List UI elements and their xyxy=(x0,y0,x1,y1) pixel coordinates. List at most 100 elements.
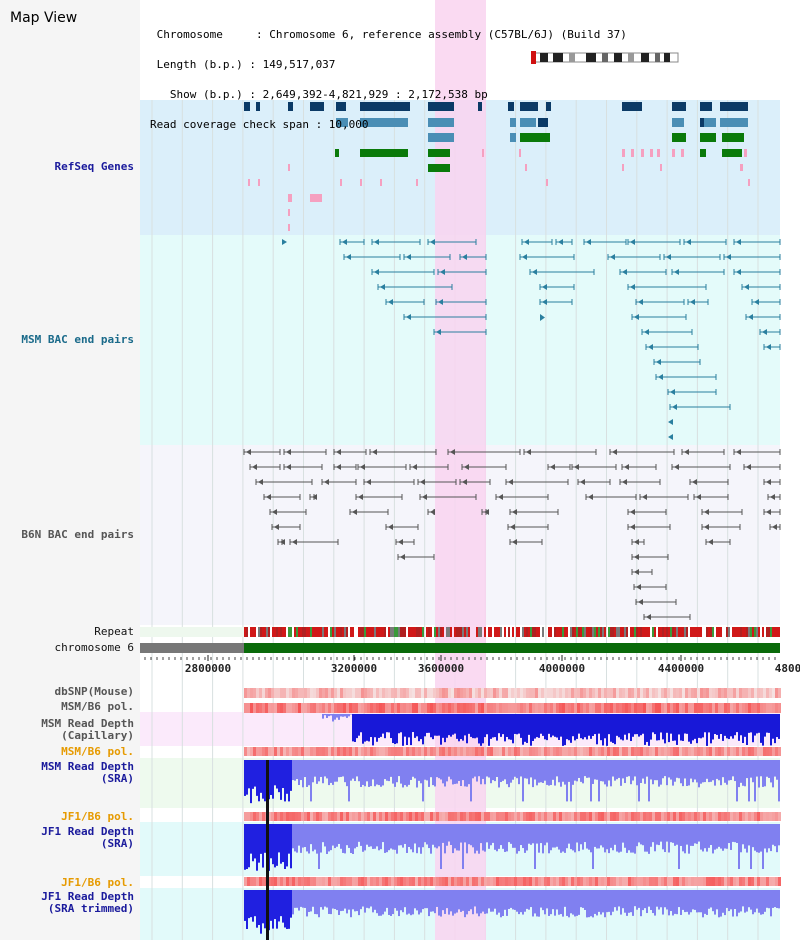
strand-arrow xyxy=(586,239,591,245)
depth-bar xyxy=(650,824,652,847)
track-label-msm-b6-pol-1[interactable]: MSM/B6 pol. xyxy=(61,700,134,713)
polymorphism-cell xyxy=(493,747,496,756)
depth-bar xyxy=(754,824,756,851)
polymorphism-cell xyxy=(283,688,286,698)
depth-bar xyxy=(426,824,428,845)
polymorphism-cell xyxy=(553,747,556,756)
polymorphism-cell xyxy=(367,877,370,886)
repeat-element xyxy=(614,627,616,637)
track-label-jf1-b6-pol-1[interactable]: JF1/B6 pol. xyxy=(61,810,134,823)
polymorphism-cell xyxy=(706,688,709,698)
depth-bar xyxy=(542,890,544,911)
track-label-b6n-bac[interactable]: B6N BAC end pairs xyxy=(21,528,134,541)
polymorphism-cell xyxy=(664,812,667,821)
repeat-element xyxy=(684,627,686,637)
depth-bar xyxy=(388,760,390,782)
repeat-element xyxy=(336,627,338,637)
track-label-repeat[interactable]: Repeat xyxy=(94,625,134,638)
depth-bar xyxy=(656,824,658,845)
polymorphism-cell xyxy=(715,688,718,698)
polymorphism-cell xyxy=(637,812,640,821)
pink-feature xyxy=(672,149,675,157)
polymorphism-cell xyxy=(616,747,619,756)
polymorphism-cell xyxy=(727,812,730,821)
track-label-refseq[interactable]: RefSeq Genes xyxy=(54,160,134,173)
polymorphism-cell xyxy=(502,877,505,886)
depth-bar xyxy=(260,760,262,793)
track-label-jf1-b6-pol-2[interactable]: JF1/B6 pol. xyxy=(61,876,134,889)
polymorphism-cell xyxy=(466,877,469,886)
polymorphism-cell xyxy=(280,688,283,698)
depth-bar xyxy=(276,824,278,866)
polymorphism-cell xyxy=(640,877,643,886)
repeat-element xyxy=(770,627,772,637)
depth-bar-capillary xyxy=(736,714,738,733)
depth-bar xyxy=(316,824,318,854)
depth-bar xyxy=(482,890,484,912)
repeat-element xyxy=(538,627,540,637)
gene-feature xyxy=(700,118,716,127)
polymorphism-cell xyxy=(589,747,592,756)
track-label-msm-bac[interactable]: MSM BAC end pairs xyxy=(21,333,134,346)
track-label-msm-read-depth-sra[interactable]: MSM Read Depth (SRA) xyxy=(41,760,134,785)
track-label-jf1-read-depth-sra[interactable]: JF1 Read Depth (SRA) xyxy=(41,825,134,850)
repeat-element xyxy=(706,627,708,637)
depth-bar xyxy=(770,890,772,917)
polymorphism-cell xyxy=(643,747,646,756)
track-label-dbsnp[interactable]: dbSNP(Mouse) xyxy=(54,685,134,698)
depth-bar xyxy=(504,824,506,852)
depth-bar xyxy=(646,760,648,777)
depth-bar xyxy=(602,824,604,848)
polymorphism-cell xyxy=(382,812,385,821)
depth-bar-capillary xyxy=(756,714,758,734)
polymorphism-cell xyxy=(472,747,475,756)
polymorphism-cell xyxy=(766,703,769,713)
depth-bar xyxy=(296,890,298,908)
polymorphism-cell xyxy=(778,812,781,821)
depth-bar xyxy=(354,824,356,849)
depth-bar xyxy=(334,890,336,910)
polymorphism-cell xyxy=(361,703,364,713)
depth-bar-capillary xyxy=(328,714,330,717)
depth-bar-capillary xyxy=(768,714,770,733)
depth-bar xyxy=(722,890,724,913)
polymorphism-cell xyxy=(493,877,496,886)
depth-bar xyxy=(428,824,430,849)
polymorphism-cell xyxy=(337,703,340,713)
track-label-jf1-read-depth-trimmed[interactable]: JF1 Read Depth (SRA trimmed) xyxy=(41,890,134,915)
chromosome-gap xyxy=(140,643,244,653)
polymorphism-cell xyxy=(625,747,628,756)
strand-arrow xyxy=(634,314,639,320)
polymorphism-cell xyxy=(532,688,535,698)
strand-arrow xyxy=(630,239,635,245)
depth-bar xyxy=(274,824,276,868)
depth-bar xyxy=(764,760,766,787)
track-label-msm-read-depth-capillary[interactable]: MSM Read Depth (Capillary) xyxy=(41,717,134,742)
polymorphism-cell xyxy=(508,703,511,713)
strand-arrow xyxy=(420,479,425,485)
depth-bar xyxy=(716,824,718,849)
polymorphism-cell xyxy=(484,703,487,713)
repeat-element xyxy=(670,627,672,637)
depth-bar xyxy=(660,760,662,785)
strand-arrow xyxy=(644,329,649,335)
repeat-element xyxy=(754,627,756,637)
depth-bar xyxy=(588,760,590,778)
depth-bar xyxy=(402,760,404,788)
polymorphism-cell xyxy=(427,688,430,698)
depth-bar xyxy=(704,890,706,914)
track-label-msm-b6-pol-2[interactable]: MSM/B6 pol. xyxy=(61,745,134,758)
polymorphism-cell xyxy=(508,688,511,698)
depth-bar xyxy=(718,760,720,781)
ideogram-band xyxy=(641,53,649,62)
depth-bar xyxy=(498,824,500,849)
polymorphism-cell xyxy=(541,688,544,698)
polymorphism-cell xyxy=(409,812,412,821)
polymorphism-cell xyxy=(703,747,706,756)
strand-arrow xyxy=(358,494,363,500)
polymorphism-cell xyxy=(397,703,400,713)
depth-bar xyxy=(512,890,514,910)
depth-bar xyxy=(586,760,588,778)
depth-bar xyxy=(654,760,656,781)
polymorphism-cell xyxy=(508,812,511,821)
